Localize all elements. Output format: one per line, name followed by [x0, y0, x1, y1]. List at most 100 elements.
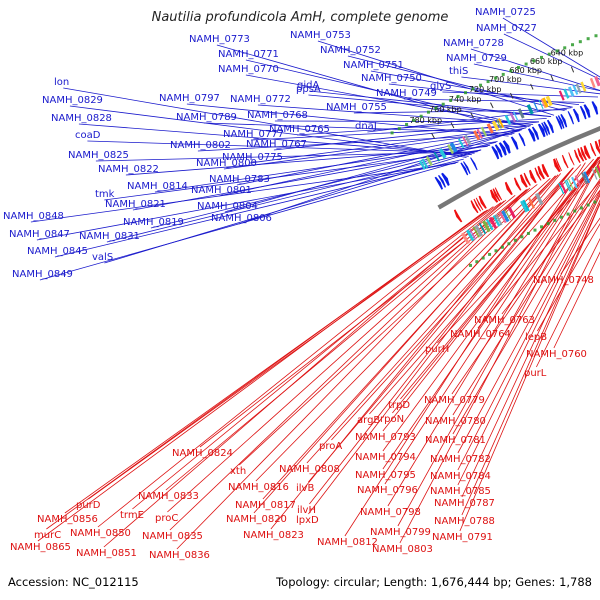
reverse-gene	[473, 198, 482, 212]
cog-box	[476, 128, 483, 139]
reverse-gene-label: NAMH_0748	[533, 275, 594, 286]
reverse-gene	[583, 145, 591, 159]
forward-gene-label: NAMH_0770	[218, 64, 279, 75]
cog-box	[507, 206, 516, 219]
cog-box	[558, 90, 565, 101]
cog-box	[594, 76, 600, 87]
forward-gene-label: tmk	[95, 189, 115, 200]
reverse-callout	[461, 199, 600, 498]
reverse-callout	[382, 157, 599, 432]
forward-gene-label: coaD	[75, 130, 101, 141]
reverse-callout	[262, 174, 559, 500]
cog-box	[540, 98, 546, 109]
ring-dot	[468, 263, 472, 267]
reverse-gene	[574, 149, 581, 163]
reverse-gene	[594, 140, 600, 155]
reverse-gene-label: purH	[425, 344, 449, 355]
forward-gene-label: ppsA	[296, 84, 321, 95]
reverse-callout	[308, 167, 574, 483]
gene-arrows	[434, 101, 600, 223]
tick-mark	[510, 92, 514, 99]
callout-lines	[30, 17, 600, 550]
forward-callout	[36, 161, 458, 241]
reverse-gene-label: NAMH_0784	[430, 471, 491, 482]
reverse-callout	[452, 184, 600, 435]
forward-callout	[78, 123, 472, 156]
cog-box	[538, 99, 544, 110]
genome-backbone	[437, 126, 600, 210]
ring-dot	[571, 43, 575, 47]
reverse-gene	[504, 181, 513, 196]
ring-dot	[390, 131, 394, 135]
cog-box	[565, 179, 572, 191]
cog-box	[545, 95, 553, 107]
reverse-gene-label: NAMH_0793	[355, 432, 416, 443]
ring-dot	[507, 242, 511, 246]
forward-gene	[537, 123, 546, 138]
reverse-gene	[577, 148, 585, 162]
reverse-callout	[477, 180, 600, 329]
forward-gene-label: NAMH_0783	[209, 174, 270, 185]
reverse-gene-label: NAMH_0803	[372, 544, 433, 555]
reverse-gene	[519, 174, 528, 188]
forward-gene	[555, 116, 563, 130]
reverse-gene-label: NAMH_0851	[76, 548, 137, 559]
forward-gene	[531, 126, 540, 140]
gene-labels: NAMH_0725 NAMH_0727 NAMH_0728 NAMH_0729 thiS…	[3, 7, 594, 561]
reverse-gene	[534, 167, 542, 181]
forward-gene-label: NAMH_0802	[170, 140, 231, 151]
ring-dot	[397, 127, 401, 131]
forward-gene-label: glyS	[430, 81, 451, 92]
ring-dot	[586, 203, 590, 207]
cog-box	[466, 229, 475, 242]
tick-label: 680 kbp	[509, 66, 542, 75]
forward-callout	[216, 44, 520, 132]
tick-mark	[550, 74, 554, 81]
cog-box	[583, 171, 591, 184]
cog-box	[580, 81, 587, 92]
cog-box	[568, 86, 575, 97]
forward-callout	[470, 48, 600, 91]
cog-box	[472, 226, 480, 238]
forward-callout	[54, 158, 464, 258]
forward-callout	[503, 33, 600, 80]
ring-dot	[486, 80, 490, 84]
forward-gene-label: NAMH_0768	[247, 110, 308, 121]
forward-gene-label: NAMH_0772	[230, 94, 291, 105]
reverse-gene-label: murC	[34, 530, 61, 541]
reverse-callout	[169, 188, 528, 531]
reverse-gene-label: NAMH_0760	[526, 349, 587, 360]
ring-dot	[488, 252, 492, 256]
reverse-callout	[270, 173, 562, 530]
reverse-gene	[475, 197, 484, 211]
reverse-gene	[529, 169, 537, 184]
reverse-callout	[553, 251, 600, 349]
forward-gene-label: valS	[92, 252, 113, 263]
reverse-callout	[387, 156, 600, 507]
reverse-gene	[580, 146, 587, 161]
reverse-callout	[88, 202, 502, 500]
reverse-gene	[568, 152, 575, 166]
reverse-callout	[459, 202, 600, 532]
ring-dot	[520, 235, 524, 239]
reverse-gene-label: trpD	[388, 400, 410, 411]
reverse-gene-label: NAMH_0836	[149, 550, 210, 561]
ring-dot	[546, 222, 550, 226]
ring-dot	[479, 83, 483, 87]
forward-gene	[463, 161, 471, 174]
ring-dot	[419, 114, 423, 118]
reverse-gene	[553, 158, 561, 173]
forward-gene-label: NAMH_0775	[222, 152, 283, 163]
reverse-callout	[103, 199, 507, 548]
forward-callout	[87, 140, 475, 154]
ring-dot	[593, 200, 597, 204]
reverse-gene-label: NAMH_0785	[430, 486, 491, 497]
ring-dot	[594, 34, 598, 38]
cog-box	[574, 175, 582, 187]
forward-callout	[186, 103, 509, 137]
forward-gene	[546, 119, 554, 134]
cog-box	[491, 120, 500, 131]
forward-gene-label: NAMH_0751	[343, 60, 404, 71]
reverse-gene-label: purL	[524, 368, 547, 379]
reverse-gene-label: NAMH_0794	[355, 452, 416, 463]
